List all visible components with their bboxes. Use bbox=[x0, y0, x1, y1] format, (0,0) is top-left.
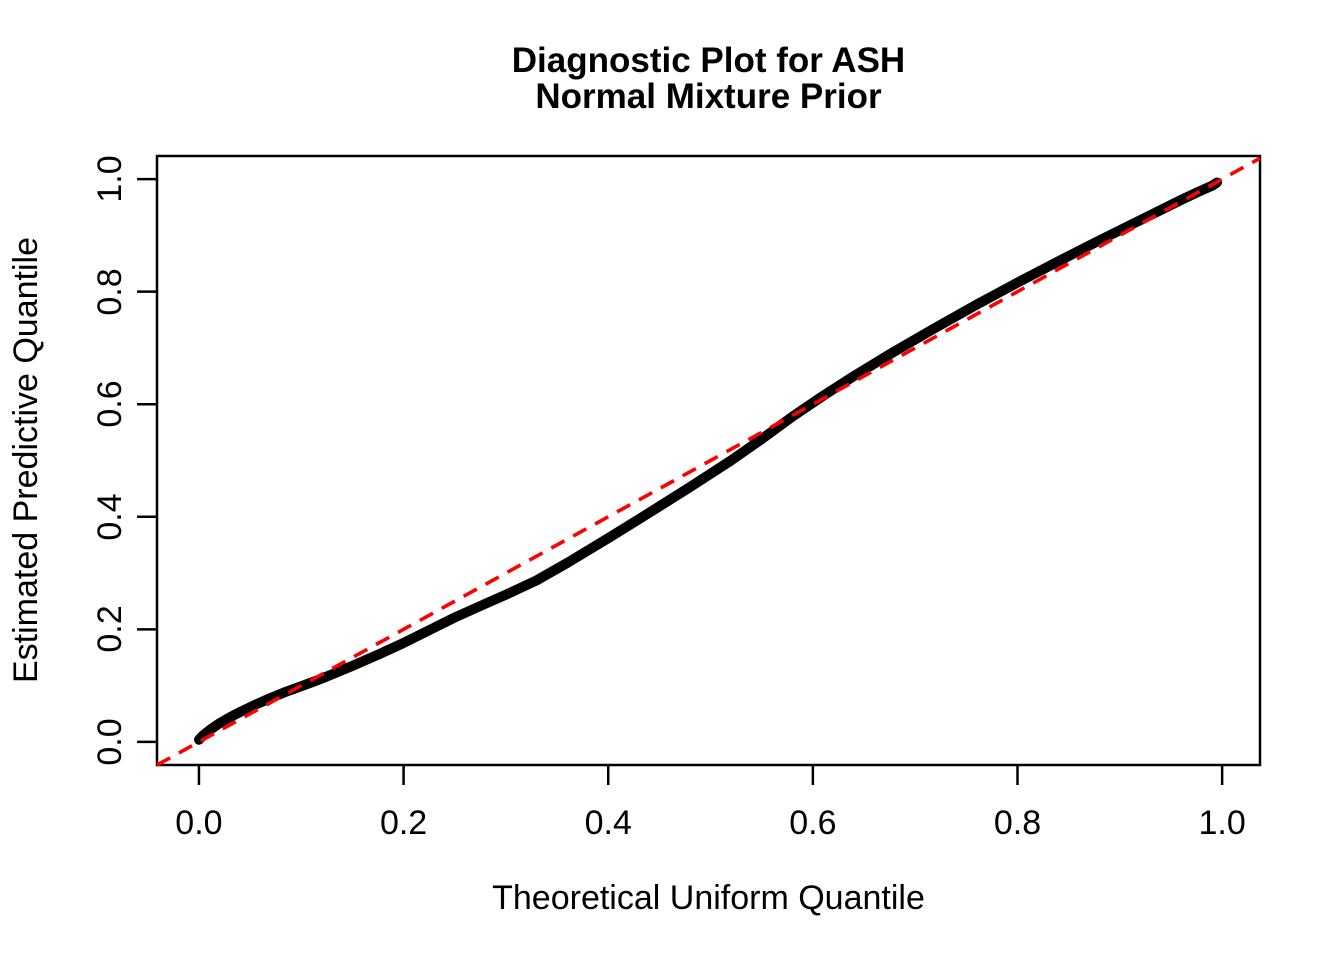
y-axis-title: Estimated Predictive Quantile bbox=[7, 237, 45, 683]
y-axis-tick-label: 0.8 bbox=[91, 268, 129, 316]
x-axis-tick-label: 0.0 bbox=[175, 804, 223, 842]
plot-title: Diagnostic Plot for ASH Normal Mixture P… bbox=[157, 43, 1260, 115]
identity-reference-line bbox=[156, 156, 1261, 767]
plot-title-line2: Normal Mixture Prior bbox=[535, 77, 882, 116]
y-axis-tick-label: 0.0 bbox=[91, 718, 129, 766]
x-axis-tick-label: 1.0 bbox=[1198, 804, 1246, 842]
y-axis-tick-label: 0.6 bbox=[91, 380, 129, 428]
x-axis-tick-label: 0.8 bbox=[993, 804, 1042, 842]
plot-frame bbox=[155, 154, 1262, 767]
qq-curve bbox=[194, 177, 1222, 745]
x-axis-tick-label: 0.4 bbox=[584, 804, 632, 842]
x-axis-tick-label: 0.6 bbox=[789, 804, 837, 842]
x-axis-tick-label: 0.2 bbox=[379, 804, 428, 842]
plot-title-line1: Diagnostic Plot for ASH bbox=[511, 41, 906, 80]
y-axis-tick-label: 1.0 bbox=[91, 155, 129, 203]
y-axis-tick-label: 0.4 bbox=[91, 493, 129, 541]
y-axis-tick-label: 0.2 bbox=[91, 605, 129, 653]
x-axis-title: Theoretical Uniform Quantile bbox=[492, 879, 925, 917]
